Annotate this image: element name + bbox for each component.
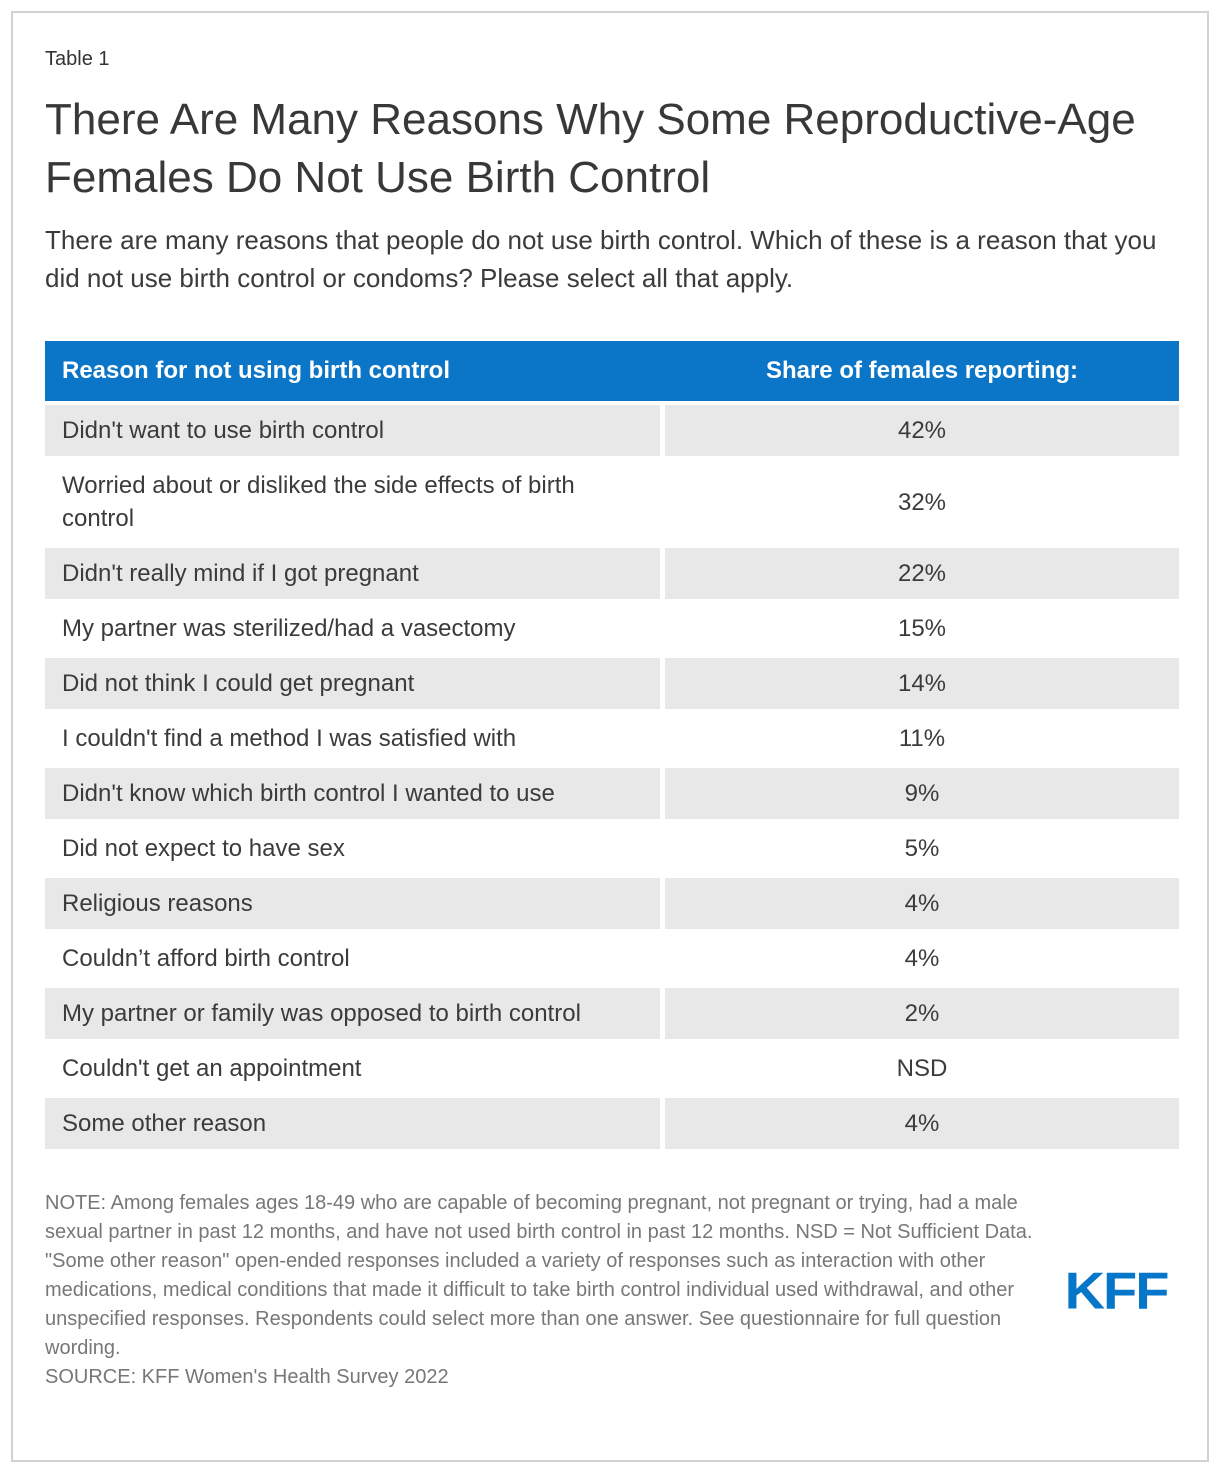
reason-cell: Didn't really mind if I got pregnant [45,548,660,599]
reason-cell: Couldn't get an appointment [45,1043,660,1094]
data-table: Reason for not using birth control Share… [45,341,1179,1149]
table-row: Didn't know which birth control I wanted… [45,768,1179,819]
share-cell: 32% [665,460,1179,544]
logo-area: KFF [1057,1258,1175,1323]
reason-cell-text: Religious reasons [62,890,253,917]
share-cell-text: 14% [897,670,947,697]
reason-cell-text: Couldn't get an appointment [62,1055,362,1082]
table-row: My partner or family was opposed to birt… [45,988,1179,1039]
share-cell: 4% [665,1098,1179,1149]
table-row: Didn't want to use birth control 42% [45,405,1179,456]
table-row: I couldn't find a method I was satisfied… [45,713,1179,764]
reason-cell: My partner or family was opposed to birt… [45,988,660,1039]
share-cell: 22% [665,548,1179,599]
share-cell-text: 4% [904,1110,940,1137]
table-row: Some other reason 4% [45,1098,1179,1149]
reason-cell: I couldn't find a method I was satisfied… [45,713,660,764]
share-cell-text: 4% [904,890,940,917]
table-row: My partner was sterilized/had a vasectom… [45,603,1179,654]
reason-cell: Some other reason [45,1098,660,1149]
kff-logo: KFF [1064,1261,1170,1320]
header-cell-reason: Reason for not using birth control [62,357,450,384]
reason-cell: Couldn’t afford birth control [45,933,660,984]
page-title: There Are Many Reasons Why Some Reproduc… [45,95,1136,202]
reason-cell: My partner was sterilized/had a vasectom… [45,603,660,654]
page-subtitle: There are many reasons that people do no… [45,225,1157,293]
reason-cell: Didn't want to use birth control [45,405,660,456]
share-cell: NSD [665,1043,1179,1094]
share-cell-text: 4% [904,945,940,972]
share-cell: 4% [665,933,1179,984]
share-cell-text: 42% [897,417,947,444]
share-cell-text: 5% [904,835,940,862]
reason-cell-text: Some other reason [62,1110,267,1137]
share-cell-text: 22% [897,560,947,587]
reason-cell-text: Didn't know which birth control I wanted… [62,780,555,807]
share-cell: 5% [665,823,1179,874]
table-row: Religious reasons 4% [45,878,1179,929]
share-cell: 11% [665,713,1179,764]
footer: NOTE: Among females ages 18-49 who are c… [45,1189,1175,1392]
reason-cell-text: Didn't really mind if I got pregnant [62,560,419,587]
reason-cell-text: My partner was sterilized/had a vasectom… [62,615,516,642]
table-row: Didn't really mind if I got pregnant 22% [45,548,1179,599]
reason-cell-text: Couldn’t afford birth control [62,945,350,972]
share-cell: 4% [665,878,1179,929]
table-row: Did not think I could get pregnant 14% [45,658,1179,709]
share-cell-text: 32% [897,488,947,516]
table-header: Reason for not using birth control Share… [45,341,1179,401]
footnotes: NOTE: Among females ages 18-49 who are c… [45,1189,1057,1392]
table-row: Couldn't get an appointment NSD [45,1043,1179,1094]
share-cell-text: 9% [904,780,940,807]
reason-cell: Religious reasons [45,878,660,929]
share-cell-text: 11% [898,725,946,752]
figure-frame: Table 1 There Are Many Reasons Why Some … [11,11,1209,1462]
note-text: NOTE: Among females ages 18-49 who are c… [45,1192,1033,1359]
reason-cell-text: My partner or family was opposed to birt… [62,1000,581,1027]
share-cell: 2% [665,988,1179,1039]
reason-cell-text: Did not think I could get pregnant [62,670,415,697]
reason-cell-text: I couldn't find a method I was satisfied… [62,725,517,752]
share-cell: 42% [665,405,1179,456]
share-cell: 9% [665,768,1179,819]
reason-cell: Didn't know which birth control I wanted… [45,768,660,819]
share-cell-text: NSD [896,1055,948,1082]
source-text: SOURCE: KFF Women's Health Survey 2022 [45,1366,449,1388]
share-cell: 15% [665,603,1179,654]
table-label: Table 1 [45,48,110,70]
reason-cell-text: Worried about or disliked the side effec… [62,472,575,532]
reason-cell: Did not expect to have sex [45,823,660,874]
reason-cell-text: Did not expect to have sex [62,835,345,862]
table-row: Worried about or disliked the side effec… [45,460,1179,544]
table-row: Couldn’t afford birth control 4% [45,933,1179,984]
share-cell-text: 15% [897,615,947,642]
share-cell-text: 2% [904,1000,940,1027]
reason-cell: Did not think I could get pregnant [45,658,660,709]
reason-cell: Worried about or disliked the side effec… [45,460,660,544]
reason-cell-text: Didn't want to use birth control [62,417,385,444]
table-row: Did not expect to have sex 5% [45,823,1179,874]
share-cell: 14% [665,658,1179,709]
header-cell-share: Share of females reporting: [765,357,1079,384]
table-body: Didn't want to use birth control 42% Wor… [45,405,1179,1149]
